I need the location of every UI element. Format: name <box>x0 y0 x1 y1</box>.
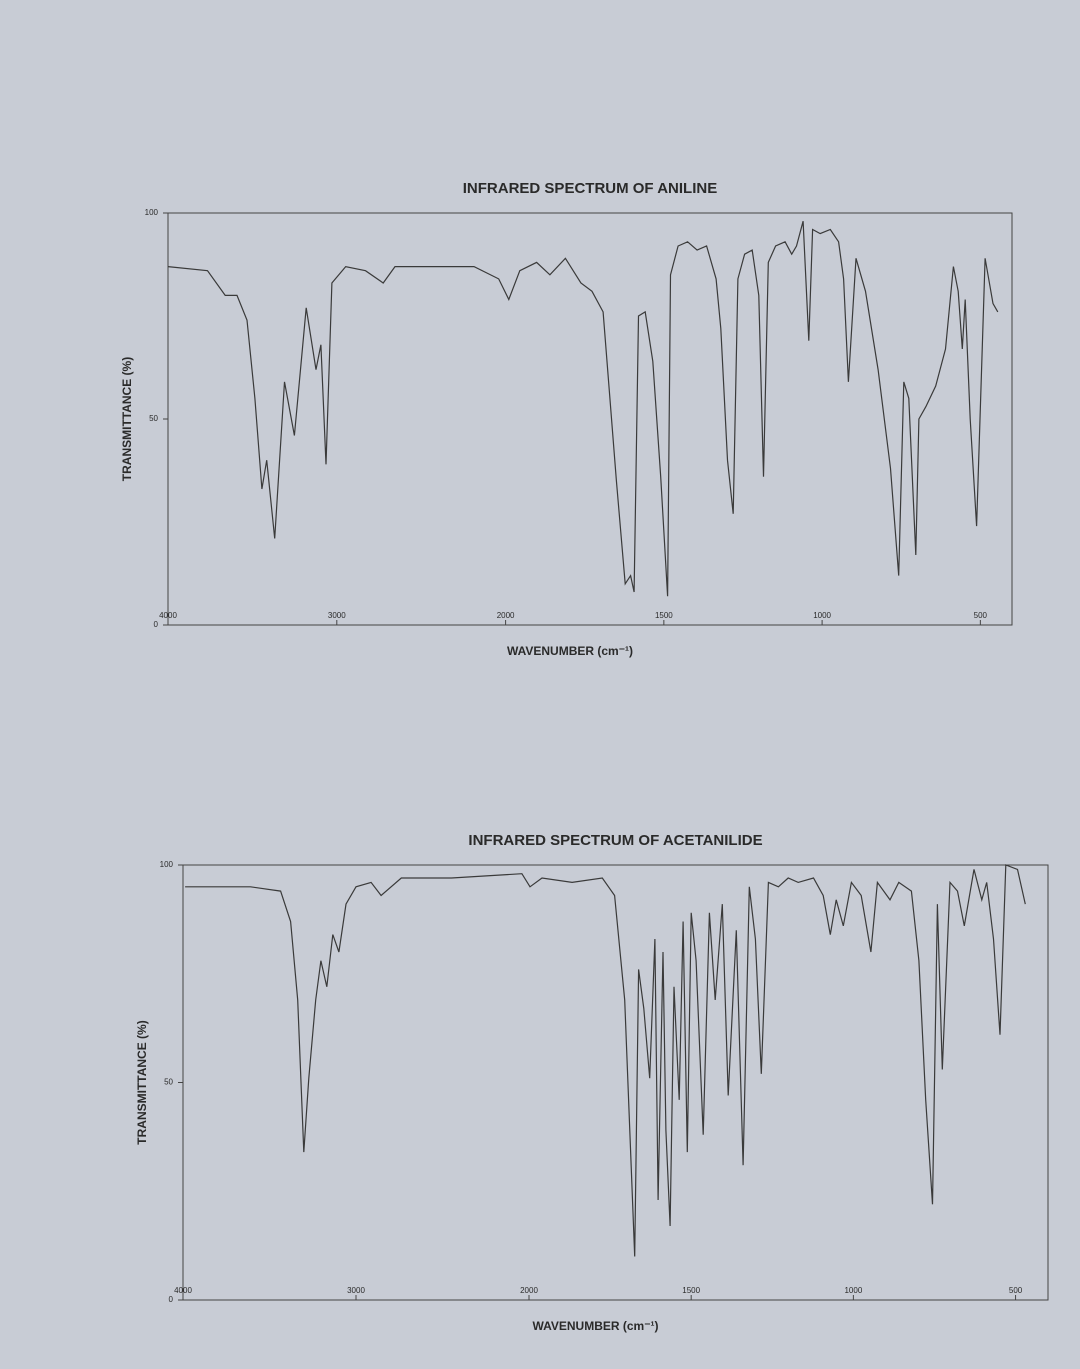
x-tick-label: 500 <box>974 611 988 620</box>
x-tick-label: 1000 <box>844 1286 862 1295</box>
x-tick-label: 2000 <box>520 1286 538 1295</box>
x-tick-label: 4000 <box>174 1286 192 1295</box>
y-tick-label: 50 <box>164 1078 173 1087</box>
x-axis-label: WAVENUMBER (cm⁻¹) <box>507 644 633 658</box>
y-tick-label: 100 <box>145 208 159 217</box>
x-tick-label: 1500 <box>655 611 673 620</box>
spectrum-line <box>167 221 999 597</box>
plot-frame <box>182 864 1049 1301</box>
y-tick-label: 50 <box>149 414 158 423</box>
x-axis-label: WAVENUMBER (cm⁻¹) <box>532 1319 658 1333</box>
x-tick-label: 3000 <box>347 1286 365 1295</box>
x-tick-label: 4000 <box>159 611 177 620</box>
y-tick-label: 100 <box>160 860 174 869</box>
y-tick-label: 0 <box>154 620 159 629</box>
x-tick-label: 3000 <box>328 611 346 620</box>
y-axis-label: TRANSMITTANCE (%) <box>120 357 134 481</box>
spectrum-line <box>185 864 1026 1257</box>
plot-frame <box>167 212 1013 626</box>
y-tick-label: 0 <box>169 1295 174 1304</box>
x-tick-label: 500 <box>1009 1286 1023 1295</box>
y-axis-label: TRANSMITTANCE (%) <box>135 1020 149 1144</box>
chart-title: INFRARED SPECTRUM OF ANILINE <box>463 180 717 197</box>
x-tick-label: 1500 <box>682 1286 700 1295</box>
x-tick-label: 2000 <box>497 611 515 620</box>
chart-title: INFRARED SPECTRUM OF ACETANILIDE <box>468 832 762 849</box>
x-tick-label: 1000 <box>813 611 831 620</box>
